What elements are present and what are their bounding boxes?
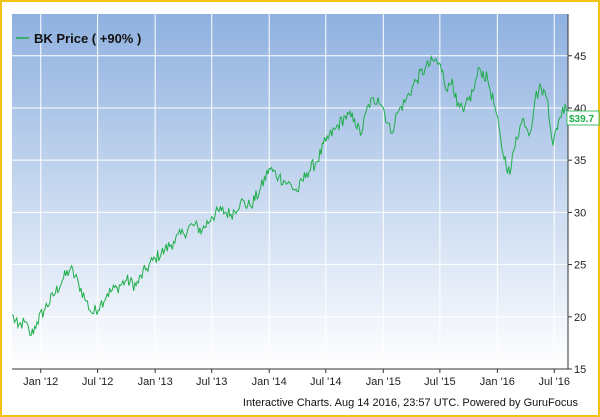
x-tick-label: Jan '16	[480, 376, 515, 388]
x-tick-label: Jan '15	[366, 376, 401, 388]
series-layer	[11, 54, 569, 337]
x-tick-label: Jan '13	[138, 376, 173, 388]
x-tick-label: Jul '12	[82, 376, 113, 388]
last-value-box	[566, 110, 600, 126]
y-tick-label: 25	[574, 260, 586, 272]
x-tick-label: Jul '13	[196, 376, 227, 388]
y-tick-label: 20	[574, 312, 586, 324]
chart-footer: Interactive Charts. Aug 14 2016, 23:57 U…	[243, 397, 579, 409]
legend: BK Price ( +90% )	[16, 31, 141, 46]
y-tick-label: 30	[574, 207, 586, 219]
y-tick-label: 45	[574, 51, 586, 63]
series-line	[11, 54, 569, 337]
x-tick-label: Jul '14	[310, 376, 341, 388]
plot-area	[12, 14, 568, 369]
x-tick-label: Jan '14	[252, 376, 287, 388]
y-tick-label: 15	[574, 364, 586, 376]
y-tick-label: 35	[574, 155, 586, 167]
legend-entry: BK Price ( +90% )	[34, 31, 141, 46]
x-tick-label: Jul '16	[539, 376, 570, 388]
last-value-badge: $39.7	[566, 110, 600, 126]
last-value-label: $39.7	[569, 114, 594, 125]
x-tick-label: Jan '12	[23, 376, 58, 388]
x-tick-label: Jul '15	[424, 376, 455, 388]
